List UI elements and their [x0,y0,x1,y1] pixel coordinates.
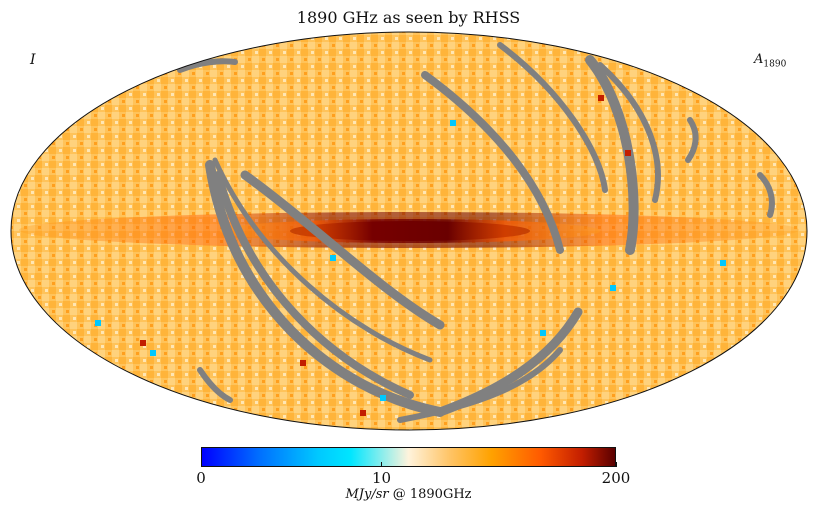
colorbar-tick [615,462,617,467]
band-label: A1890 [754,52,786,70]
low-emission-pixels [95,120,726,401]
colorbar-unit: MJy/sr @ 1890GHz [0,487,817,502]
map-border [10,31,808,431]
colorbar [201,447,616,467]
galactic-plane-inner [220,219,600,243]
colorbar-tick [200,462,202,467]
colorbar-tick [381,462,383,467]
map-title: 1890 GHz as seen by RHSS [296,8,521,27]
colorbar-tick-label: 10 [371,469,392,487]
unit-rest: @ 1890GHz [388,487,472,502]
band-label-sub: 1890 [763,59,787,70]
band-label-base: A [754,52,764,67]
bright-pixels [140,95,631,416]
unit-italic: MJy/sr [345,487,389,502]
masked-scan-gaps [177,42,775,423]
stokes-label: I [30,52,36,68]
colorbar-tick-label: 200 [601,469,631,487]
colorbar-tick-label: 0 [196,469,206,487]
